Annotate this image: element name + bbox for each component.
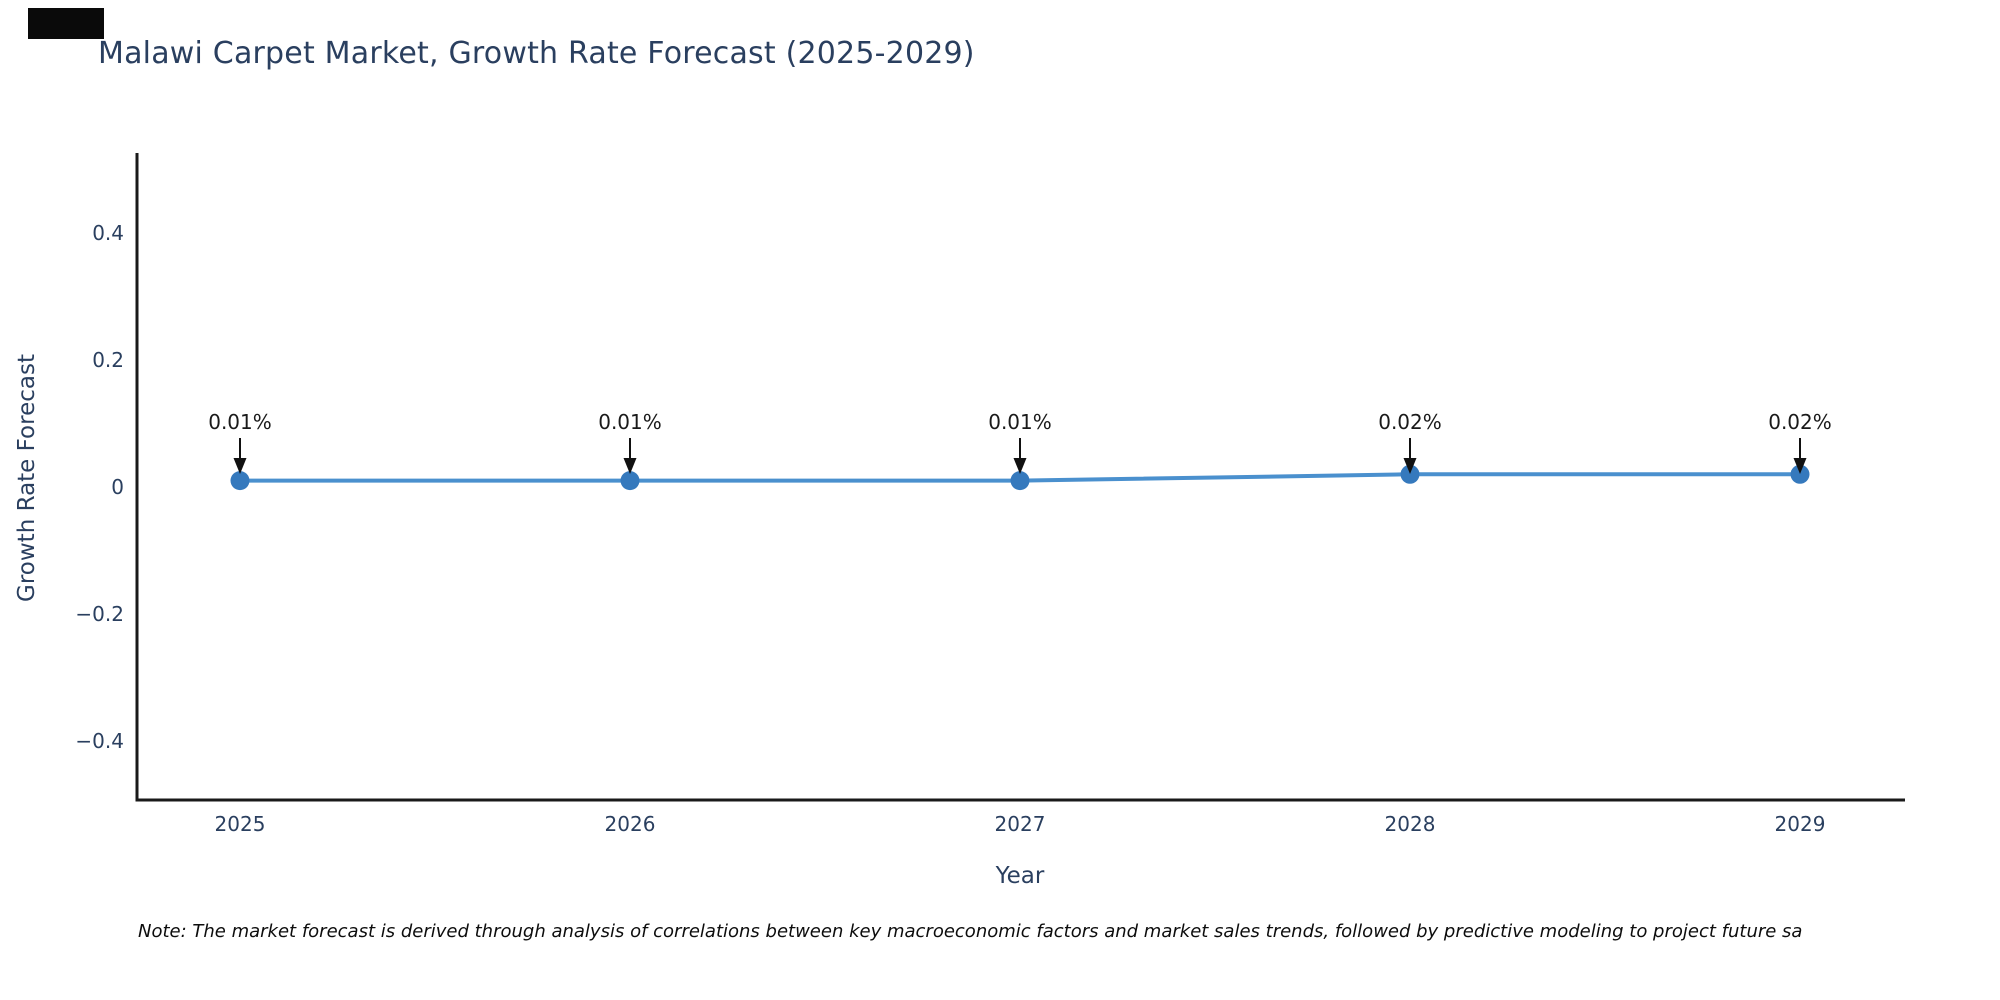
x-tick-label: 2027 (995, 812, 1046, 836)
y-tick-label: −0.2 (75, 602, 124, 626)
point-annotation-label: 0.01% (988, 410, 1052, 434)
annotation-arrow-head (233, 458, 247, 474)
black-rectangle (28, 8, 104, 39)
y-tick-label: 0.4 (92, 221, 124, 245)
y-tick-label: 0 (111, 475, 124, 499)
x-tick-label: 2026 (605, 812, 656, 836)
data-point-marker (230, 471, 250, 491)
x-tick-label: 2028 (1385, 812, 1436, 836)
chart-title: Malawi Carpet Market, Growth Rate Foreca… (98, 36, 975, 71)
y-tick-label: 0.2 (92, 348, 124, 372)
data-point-marker (620, 471, 640, 491)
point-annotation-label: 0.02% (1378, 410, 1442, 434)
axis-lines (135, 153, 1905, 802)
footnote: Note: The market forecast is derived thr… (138, 921, 1803, 942)
data-point-marker (1400, 464, 1420, 484)
point-annotation-label: 0.01% (598, 410, 662, 434)
data-point-marker (1010, 471, 1030, 491)
x-axis-title: Year (995, 863, 1045, 889)
annotation-arrow-head (623, 458, 637, 474)
annotation-arrow-head (1793, 458, 1807, 474)
annotation-arrow-head (1403, 458, 1417, 474)
data-point-marker (1790, 464, 1810, 484)
point-annotation-label: 0.01% (208, 410, 272, 434)
y-tick-label: −0.4 (75, 729, 124, 753)
x-tick-label: 2025 (215, 812, 266, 836)
point-annotation-label: 0.02% (1768, 410, 1832, 434)
annotation-arrow-head (1013, 458, 1027, 474)
x-tick-label: 2029 (1775, 812, 1826, 836)
